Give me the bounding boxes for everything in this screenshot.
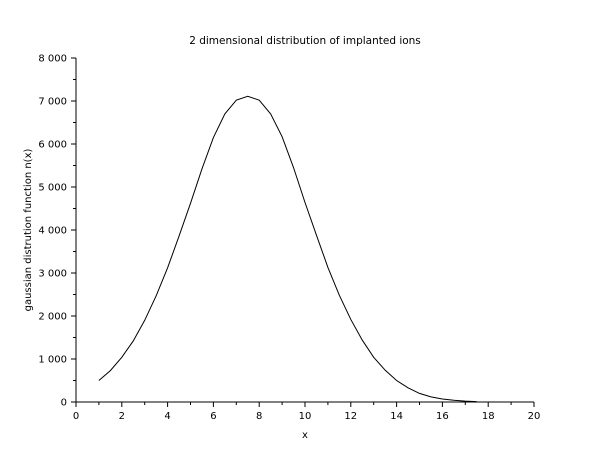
y-tick-label: 5 000 <box>38 183 67 194</box>
chart-title: 2 dimensional distribution of implanted … <box>189 35 421 47</box>
x-axis-label: x <box>302 430 308 441</box>
x-tick-label: 6 <box>210 411 216 422</box>
x-tick-label: 12 <box>344 411 357 422</box>
y-axis-label: gaussian distrution function n(x) <box>23 149 34 312</box>
x-tick-label: 8 <box>256 411 262 422</box>
y-tick-label: 2 000 <box>38 312 67 323</box>
x-tick-label: 0 <box>73 411 79 422</box>
y-tick-label: 0 <box>61 398 67 409</box>
y-tick-label: 7 000 <box>38 97 67 108</box>
y-tick-label: 3 000 <box>38 269 67 280</box>
x-tick-label: 14 <box>390 411 403 422</box>
series-layer <box>98 95 477 403</box>
x-tick-label: 20 <box>528 411 541 422</box>
x-tick-label: 10 <box>299 411 312 422</box>
y-tick-label: 1 000 <box>38 355 67 366</box>
y-tick-label: 4 000 <box>38 226 67 237</box>
y-tick-label: 8 000 <box>38 54 67 65</box>
axes: 0 2 4 6 8 10 12 14 16 18 20 0 1 000 2 000 3 000 4 000 5 … <box>38 54 540 423</box>
y-tick-label: 6 000 <box>38 140 67 151</box>
series-line-n-x <box>98 95 477 403</box>
x-tick-label: 2 <box>119 411 125 422</box>
x-tick-label: 18 <box>482 411 495 422</box>
x-tick-label: 4 <box>164 411 170 422</box>
x-tick-label: 16 <box>436 411 449 422</box>
